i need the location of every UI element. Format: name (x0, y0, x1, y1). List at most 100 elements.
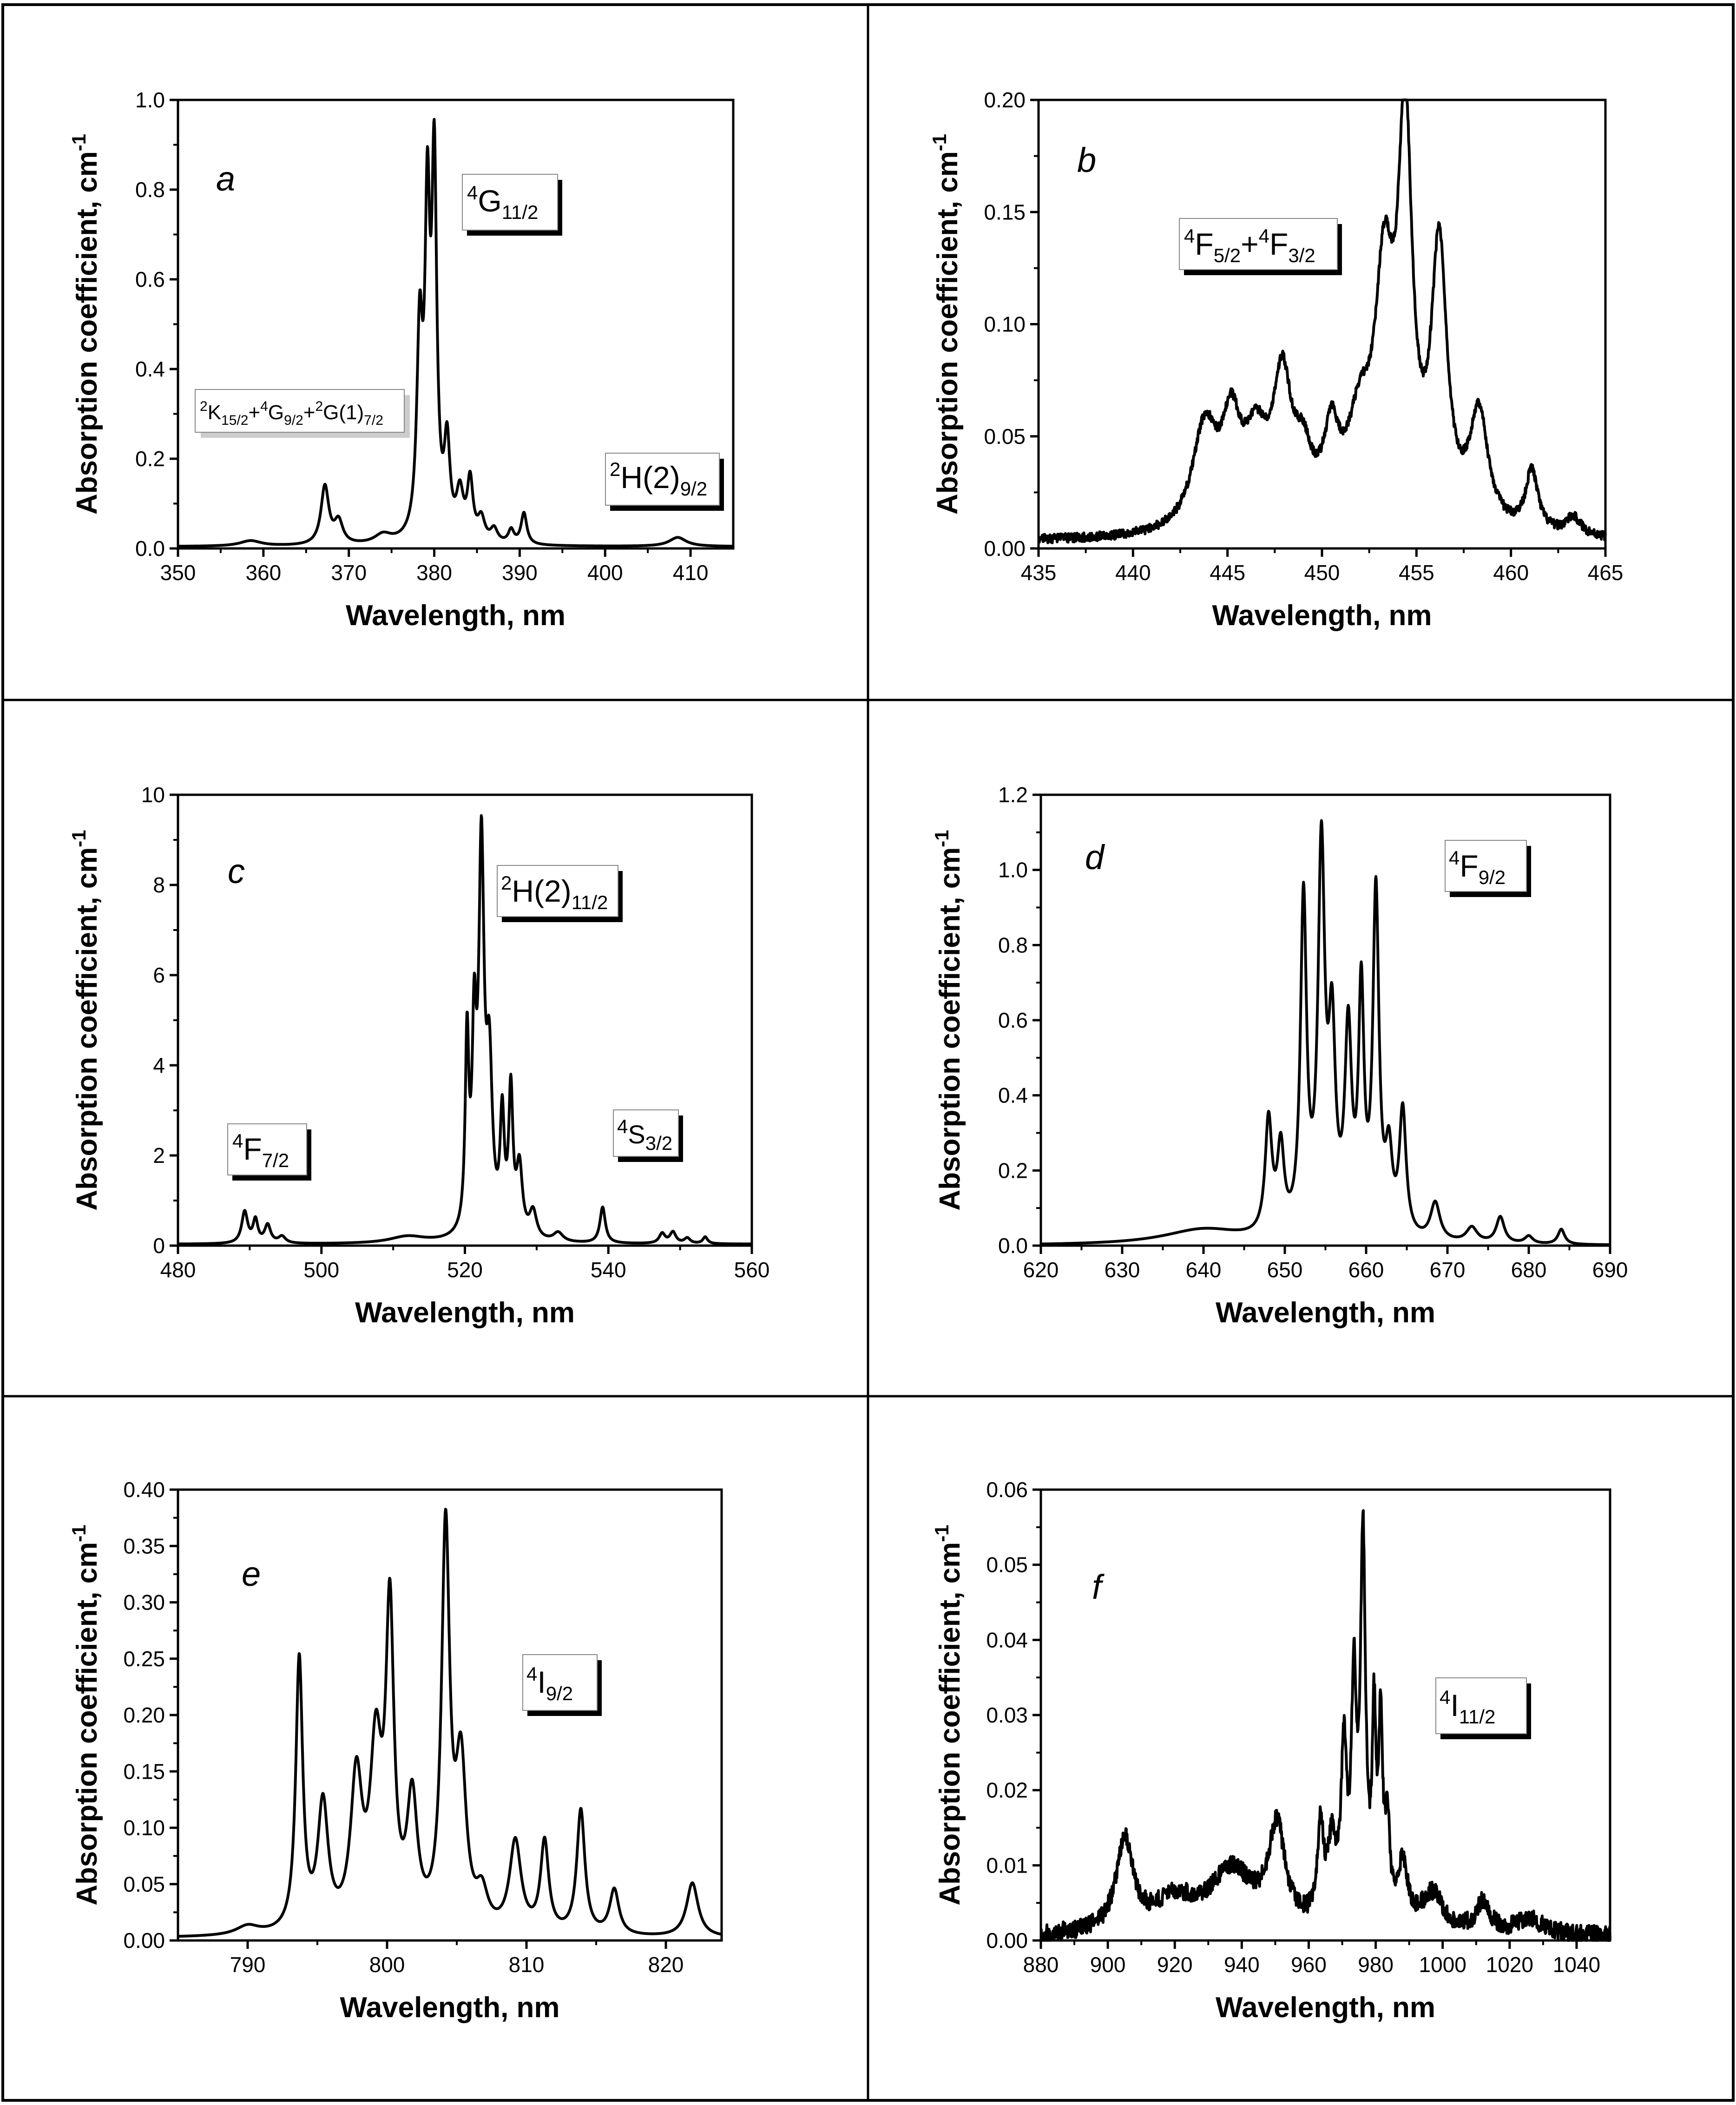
x-tick-label: 670 (1430, 1258, 1466, 1282)
y-tick-label: 0.8 (135, 178, 165, 202)
spectrum-line (1039, 1509, 1611, 1942)
x-tick-label: 360 (245, 561, 281, 585)
y-tick-label: 0.00 (984, 536, 1026, 561)
y-tick-label: 0.4 (135, 357, 165, 381)
y-tick-label: 0.05 (984, 424, 1026, 449)
x-tick-label: 640 (1186, 1258, 1222, 1282)
annotation-box-4G11: 4G11/2 (462, 174, 562, 236)
y-axis-label: Absorption coefficient, cm-1 (931, 830, 966, 1210)
annotation-box-2H2-9: 2H(2)9/2 (605, 453, 724, 511)
x-tick-label: 630 (1105, 1258, 1140, 1282)
y-tick-label: 0.30 (123, 1590, 165, 1615)
y-tick-label: 0.01 (986, 1853, 1028, 1877)
y-tick-label: 6 (153, 963, 165, 987)
x-tick-label: 920 (1157, 1953, 1193, 1977)
tick-layer: 880 900 920 940 960 980 1000 1020 1040 0.00 0.01 0.… (931, 1478, 1611, 2024)
chart-panel-c: 480 500 520 540 560 0 2 4 6 8 10 Wavelength, nm Abso… (68, 783, 769, 1329)
x-tick-label: 980 (1358, 1953, 1394, 1977)
spectrum-line (1037, 99, 1607, 544)
spectrum-line (1039, 819, 1611, 1247)
x-tick-label: 500 (303, 1258, 339, 1282)
y-tick-label: 0.20 (984, 88, 1026, 112)
y-tick-label: 0.10 (984, 312, 1026, 337)
x-tick-label: 445 (1210, 561, 1245, 585)
y-tick-label: 0.15 (984, 200, 1026, 224)
annotation-label: 2H(2)9/2 (610, 458, 707, 500)
chart-panel-f: 880 900 920 940 960 980 1000 1020 1040 0.00 0.01 0.… (931, 1478, 1611, 2024)
annotation-label: 4S3/2 (617, 1115, 672, 1154)
x-tick-label: 680 (1511, 1258, 1547, 1282)
y-tick-label: 0.02 (986, 1778, 1028, 1802)
x-tick-label: 690 (1592, 1258, 1628, 1282)
tick-layer: 790 800 810 820 0.00 0.05 0.10 0.15 0.20 0.25 0.30… (68, 1478, 723, 2024)
x-tick-label: 435 (1021, 561, 1057, 585)
x-tick-label: 540 (591, 1258, 626, 1282)
y-tick-label: 0.00 (986, 1928, 1028, 1953)
chart-panel-e: 790 800 810 820 0.00 0.05 0.10 0.15 0.20 0.25 0.30… (68, 1478, 723, 2024)
x-axis-label: Wavelength, nm (1216, 1297, 1435, 1329)
y-tick-label: 8 (153, 873, 165, 897)
x-tick-label: 1020 (1486, 1953, 1533, 1977)
y-axis-label: Absorption coefficient, cm-1 (68, 134, 103, 515)
spectrum-line (177, 118, 735, 548)
chart-panel-d: 620 630 640 650 660 670 680 690 0.0 0.2 0.4 0.6 0.8 1… (931, 783, 1628, 1329)
annotation-label: 4I11/2 (1440, 1686, 1495, 1728)
x-tick-label: 390 (502, 561, 538, 585)
y-tick-label: 0.2 (998, 1158, 1028, 1182)
y-tick-label: 0.04 (986, 1628, 1028, 1652)
y-tick-label: 0.8 (998, 933, 1028, 957)
x-tick-label: 380 (416, 561, 452, 585)
plot-frame (1037, 99, 1607, 550)
x-axis-label: Wavelength, nm (346, 600, 566, 632)
y-tick-label: 1.0 (135, 88, 165, 112)
y-tick-label: 0.0 (998, 1234, 1028, 1258)
y-tick-label: 0.05 (986, 1553, 1028, 1577)
x-tick-label: 1000 (1419, 1953, 1466, 1977)
annotation-box-4I11: 4I11/2 (1435, 1677, 1531, 1739)
x-tick-label: 370 (331, 561, 367, 585)
x-tick-label: 410 (673, 561, 709, 585)
y-tick-label: 0.0 (135, 536, 165, 561)
x-tick-label: 460 (1493, 561, 1529, 585)
annotation-label: 2K15/2+4G9/2+2G(1)7/2 (200, 399, 383, 428)
x-tick-label: 960 (1291, 1953, 1327, 1977)
x-tick-label: 1040 (1553, 1953, 1600, 1977)
panel-letter: f (1092, 1568, 1105, 1606)
y-tick-label: 1.2 (998, 783, 1028, 807)
spectrum-line (177, 1508, 723, 1938)
y-axis-label: Absorption coefficient, cm-1 (68, 830, 103, 1210)
y-tick-label: 0.03 (986, 1703, 1028, 1727)
y-tick-label: 2 (153, 1143, 165, 1168)
y-tick-label: 0.05 (123, 1872, 165, 1896)
chart-panel-a: 350 360 370 380 390 400 410 0.0 0.2 0.4 0.6 0.8 1.0 W… (68, 88, 735, 632)
annotation-box-4F7: 4F7/2 (227, 1123, 311, 1181)
annotation-box-4S3: 4S3/2 (613, 1109, 683, 1162)
x-tick-label: 400 (587, 561, 623, 585)
x-tick-label: 465 (1588, 561, 1624, 585)
annotation-label: 4F5/2+4F3/2 (1184, 225, 1315, 266)
x-tick-label: 480 (160, 1258, 196, 1282)
y-tick-label: 10 (141, 783, 165, 807)
y-tick-label: 0.20 (123, 1703, 165, 1727)
y-tick-label: 0.6 (135, 267, 165, 291)
annotation-label: 2H(2)11/2 (501, 872, 608, 913)
tick-layer: 480 500 520 540 560 0 2 4 6 8 10 Wavelength, nm Abso… (68, 783, 769, 1329)
x-tick-label: 350 (160, 561, 196, 585)
tick-layer: 350 360 370 380 390 400 410 0.0 0.2 0.4 0.6 0.8 1.0 W… (68, 88, 735, 632)
x-axis-label: Wavelength, nm (355, 1297, 575, 1329)
x-tick-label: 660 (1348, 1258, 1384, 1282)
x-tick-label: 560 (734, 1258, 770, 1282)
x-tick-label: 820 (648, 1953, 684, 1977)
x-tick-label: 440 (1115, 561, 1151, 585)
panel-letter: e (242, 1555, 261, 1593)
annotation-label: 4F9/2 (1449, 847, 1506, 888)
annotation-box-4F9: 4F9/2 (1445, 840, 1531, 897)
tick-layer: 435 440 445 450 455 460 465 0.00 0.05 0.10 0.15 0.2… (928, 88, 1623, 632)
panel-letter: b (1077, 141, 1096, 179)
x-tick-label: 620 (1023, 1258, 1059, 1282)
y-tick-label: 0.15 (123, 1759, 165, 1783)
spectrum-line (177, 814, 753, 1246)
y-axis-label: Absorption coefficient, cm-1 (931, 1524, 966, 1905)
y-tick-label: 0.00 (123, 1928, 165, 1953)
